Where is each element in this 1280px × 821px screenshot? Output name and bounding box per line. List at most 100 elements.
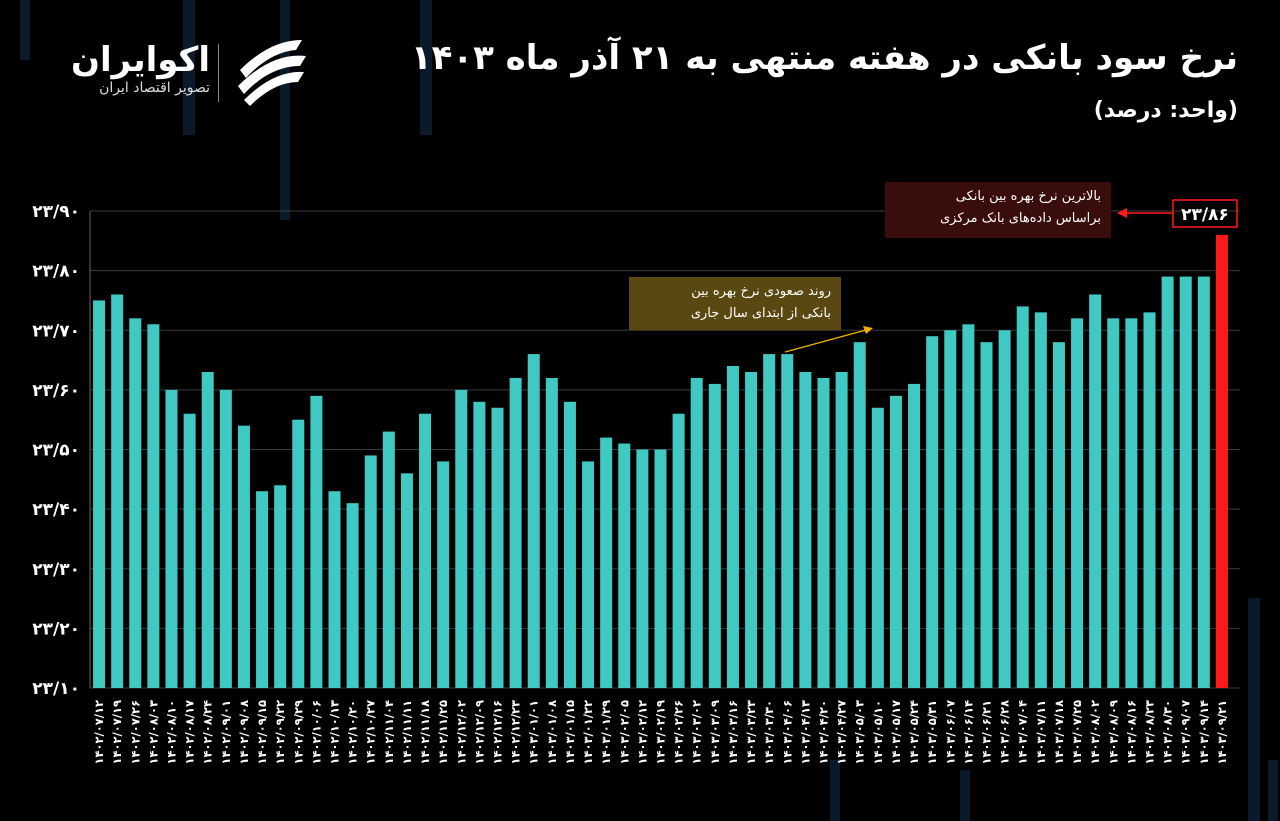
bar xyxy=(1143,312,1156,688)
x-tick-label: ۱۴۰۲/۱۰/۲۷ xyxy=(364,700,378,765)
brand: اکوایران تصویر اقتصاد ایران xyxy=(50,40,210,96)
x-tick-label: ۱۴۰۲/۱۱/۱۱ xyxy=(400,700,414,765)
x-tick-label: ۱۴۰۳/۰۷/۱۸ xyxy=(1052,700,1066,765)
bar xyxy=(274,485,287,688)
annotation-arrowhead xyxy=(1117,208,1127,218)
x-tick-label: ۱۴۰۳/۰۳/۰۹ xyxy=(708,700,722,765)
x-tick-label: ۱۴۰۳/۰۱/۰۱ xyxy=(527,700,541,765)
bar xyxy=(582,461,595,688)
bar xyxy=(310,395,323,688)
bar xyxy=(1161,276,1174,688)
bar xyxy=(1052,342,1065,688)
x-tick-label: ۱۴۰۲/۰۹/۰۱ xyxy=(219,700,233,765)
annotation-line: براساس داده‌های بانک مرکزی xyxy=(939,211,1101,226)
x-tick-label: ۱۴۰۲/۰۹/۱۵ xyxy=(255,700,269,765)
x-tick-label: ۱۴۰۲/۱۰/۲۰ xyxy=(346,700,360,765)
value-label: ۲۳/۸۶ xyxy=(1181,205,1229,225)
bar xyxy=(111,294,124,688)
bar xyxy=(437,461,450,688)
bar xyxy=(1071,318,1084,688)
x-tick-label: ۱۴۰۳/۰۳/۳۰ xyxy=(762,700,776,765)
y-tick-label: ۲۳/۴۰ xyxy=(32,500,80,520)
bar xyxy=(1107,318,1120,688)
bar xyxy=(781,354,794,688)
bar xyxy=(419,413,432,688)
x-tick-label: ۱۴۰۲/۱۲/۰۹ xyxy=(472,700,486,765)
brand-tagline: تصویر اقتصاد ایران xyxy=(99,80,210,96)
bar xyxy=(1179,276,1192,688)
x-tick-label: ۱۴۰۲/۱۱/۰۴ xyxy=(382,700,396,765)
y-tick-label: ۲۳/۲۰ xyxy=(32,619,80,639)
bar xyxy=(147,324,160,688)
bar xyxy=(763,354,776,688)
bar xyxy=(726,366,739,688)
bar xyxy=(382,431,395,688)
bar xyxy=(1016,306,1029,688)
bar xyxy=(400,473,413,688)
chart-title: نرخ سود بانکی در هفته منتهی به ۲۱ آذر ما… xyxy=(410,38,1238,78)
x-tick-label: ۱۴۰۳/۰۷/۰۴ xyxy=(1016,700,1030,765)
bar xyxy=(618,443,631,688)
x-tick-label: ۱۴۰۳/۰۳/۰۲ xyxy=(690,700,704,765)
x-tick-label: ۱۴۰۳/۰۲/۲۶ xyxy=(672,700,686,765)
x-tick-label: ۱۴۰۳/۰۲/۰۵ xyxy=(617,700,631,765)
bar xyxy=(654,449,667,688)
annotation-line: بالاترین نرخ بهره بین بانکی xyxy=(955,189,1101,204)
bar xyxy=(165,389,178,688)
x-tick-label: ۱۴۰۳/۰۱/۲۹ xyxy=(599,700,613,765)
bar xyxy=(256,491,269,688)
x-tick-label: ۱۴۰۳/۰۲/۱۹ xyxy=(654,700,668,765)
x-tick-label: ۱۴۰۲/۱۲/۲۳ xyxy=(509,700,523,765)
x-tick-label: ۱۴۰۳/۰۴/۱۳ xyxy=(798,700,812,765)
annotation: روند صعودی نرخ بهره بین بانکی از ابتدای س… xyxy=(629,277,841,330)
x-tick-label: ۱۴۰۲/۱۰/۱۳ xyxy=(328,700,342,765)
x-tick-label: ۱۴۰۳/۰۶/۲۱ xyxy=(980,700,994,765)
bar xyxy=(219,389,232,688)
x-tick-label: ۱۴۰۳/۰۵/۳۱ xyxy=(925,700,939,765)
x-tick-label: ۱۴۰۲/۱۱/۱۸ xyxy=(418,700,432,765)
x-tick-label: ۱۴۰۳/۰۹/۲۱ xyxy=(1215,700,1229,765)
bar xyxy=(563,401,576,688)
bar xyxy=(1215,234,1228,688)
x-tick-label: ۱۴۰۲/۱۰/۰۶ xyxy=(309,700,323,765)
bar xyxy=(908,383,921,688)
y-tick-label: ۲۳/۱۰ xyxy=(32,679,80,699)
bar xyxy=(998,330,1011,688)
chart-subtitle: (واحد: درصد) xyxy=(1093,98,1238,123)
bar xyxy=(926,336,939,688)
bar xyxy=(1034,312,1047,688)
bar xyxy=(93,300,106,688)
bar xyxy=(708,383,721,688)
x-tick-label: ۱۴۰۳/۰۸/۰۹ xyxy=(1106,700,1120,765)
x-tick-label: ۱۴۰۲/۰۹/۲۹ xyxy=(291,700,305,765)
bar xyxy=(1125,318,1138,688)
annotation: بالاترین نرخ بهره بین بانکی براساس داده‌ه… xyxy=(885,182,1111,238)
bar xyxy=(545,377,558,688)
bar xyxy=(183,413,196,688)
x-tick-label: ۱۴۰۳/۰۷/۲۵ xyxy=(1070,700,1084,765)
bar xyxy=(672,413,685,688)
brand-name: اکوایران xyxy=(71,40,210,80)
bar xyxy=(346,503,359,688)
bar xyxy=(201,371,214,688)
x-tick-label: ۱۴۰۲/۰۷/۲۶ xyxy=(128,700,142,765)
bar xyxy=(473,401,486,688)
x-tick-label: ۱۴۰۲/۰۹/۲۲ xyxy=(273,700,287,765)
bar xyxy=(455,389,468,688)
x-tick-label: ۱۴۰۳/۰۵/۱۷ xyxy=(889,700,903,765)
x-tick-label: ۱۴۰۳/۰۱/۲۲ xyxy=(581,700,595,765)
bar xyxy=(328,491,341,688)
x-tick-label: ۱۴۰۳/۰۱/۰۸ xyxy=(545,700,559,765)
bar xyxy=(527,354,540,688)
x-tick-label: ۱۴۰۲/۰۷/۱۹ xyxy=(110,700,124,765)
x-tick-label: ۱۴۰۳/۰۱/۱۵ xyxy=(563,700,577,765)
x-tick-label: ۱۴۰۳/۰۸/۱۶ xyxy=(1124,700,1138,765)
trend-arrowhead xyxy=(863,326,873,334)
x-tick-label: ۱۴۰۳/۰۳/۱۶ xyxy=(726,700,740,765)
x-tick-label: ۱۴۰۳/۰۸/۰۲ xyxy=(1088,700,1102,765)
bar xyxy=(1197,276,1210,688)
y-tick-label: ۲۳/۷۰ xyxy=(32,321,80,341)
x-tick-label: ۱۴۰۳/۰۵/۲۴ xyxy=(907,700,921,765)
